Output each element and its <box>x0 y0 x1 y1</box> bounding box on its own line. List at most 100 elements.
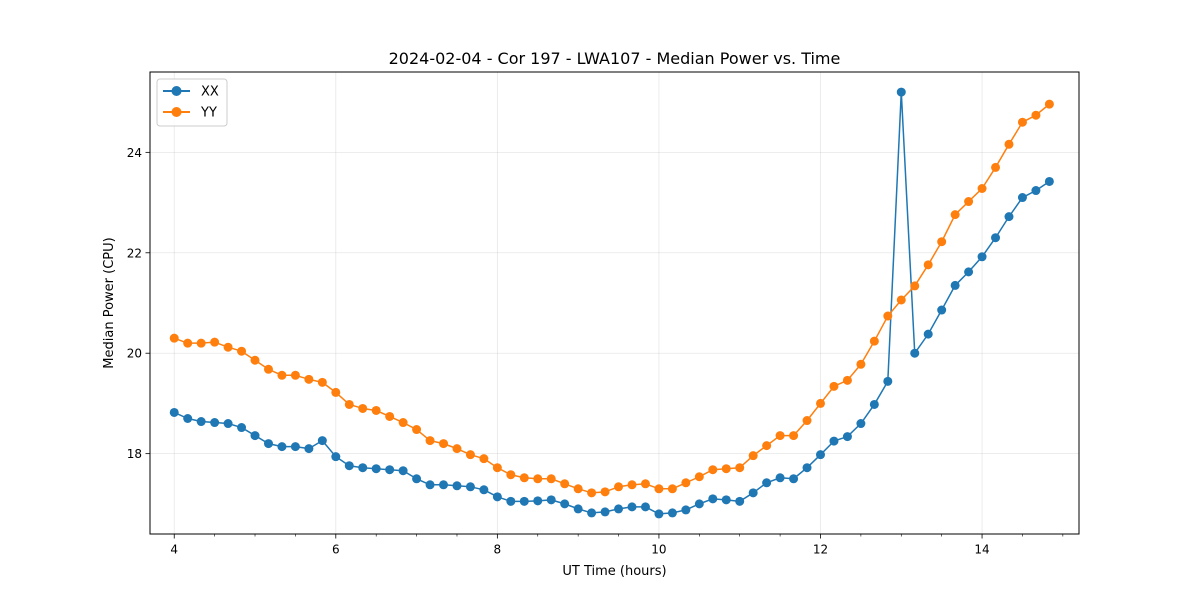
data-point-yy <box>587 488 597 498</box>
data-point-yy <box>991 162 1001 172</box>
data-point-xx <box>371 464 381 474</box>
data-point-yy <box>1031 110 1041 120</box>
data-point-yy <box>735 463 745 473</box>
data-point-yy <box>694 472 704 482</box>
data-point-xx <box>533 496 543 506</box>
y-axis-label: Median Power (CPU) <box>102 237 117 368</box>
x-tick-label: 12 <box>813 543 828 557</box>
data-point-yy <box>331 387 341 397</box>
data-point-yy <box>802 416 812 426</box>
data-point-yy <box>385 411 395 421</box>
data-point-yy <box>1017 117 1027 127</box>
data-point-xx <box>856 419 866 429</box>
data-point-xx <box>358 463 368 473</box>
data-point-yy <box>829 381 839 391</box>
data-point-yy <box>290 370 300 380</box>
chart-title: 2024-02-04 - Cor 197 - LWA107 - Median P… <box>389 49 841 68</box>
legend-marker-xx <box>171 86 182 96</box>
data-point-xx <box>923 329 933 339</box>
data-point-xx <box>573 504 583 514</box>
data-point-xx <box>694 499 704 509</box>
data-point-xx <box>748 488 758 498</box>
data-point-yy <box>789 431 799 441</box>
data-point-xx <box>627 502 637 512</box>
data-point-yy <box>627 480 637 490</box>
data-point-xx <box>802 463 812 473</box>
data-point-yy <box>748 451 758 461</box>
data-point-xx <box>519 496 529 506</box>
data-point-yy <box>223 342 233 352</box>
data-point-xx <box>344 461 354 471</box>
legend-label-yy: YY <box>200 106 217 121</box>
data-point-yy <box>816 398 825 408</box>
data-point-xx <box>991 233 1001 243</box>
data-point-xx <box>210 418 220 428</box>
y-tick-label: 22 <box>127 246 142 260</box>
data-point-xx <box>883 376 893 386</box>
data-point-yy <box>640 479 650 489</box>
data-point-xx <box>789 474 799 484</box>
data-point-yy <box>721 464 731 474</box>
legend-label-xx: XX <box>201 85 219 100</box>
data-point-yy <box>237 346 247 356</box>
data-point-yy <box>681 478 691 488</box>
data-point-yy <box>183 338 193 348</box>
data-point-xx <box>775 473 785 483</box>
data-point-yy <box>506 470 516 480</box>
data-point-xx <box>290 442 300 452</box>
data-point-yy <box>452 444 462 454</box>
data-point-yy <box>762 441 772 451</box>
data-point-yy <box>910 281 920 291</box>
data-point-yy <box>883 311 893 321</box>
data-point-yy <box>546 474 556 484</box>
data-point-yy <box>560 479 570 489</box>
grid <box>150 72 1079 534</box>
data-point-yy <box>842 375 852 385</box>
data-point-yy <box>614 482 624 492</box>
legend-marker-yy <box>171 107 182 117</box>
data-point-xx <box>896 87 906 97</box>
data-point-yy <box>533 474 543 484</box>
data-point-xx <box>465 482 475 492</box>
plot-frame <box>149 71 1080 535</box>
data-point-yy <box>654 484 664 494</box>
data-point-yy <box>479 454 489 464</box>
data-point-yy <box>425 436 435 446</box>
x-tick-label: 8 <box>494 543 502 557</box>
data-point-xx <box>667 508 677 518</box>
y-tick-label: 18 <box>127 447 142 461</box>
x-axis-label: UT Time (hours) <box>562 564 666 579</box>
x-tick-label: 4 <box>170 543 178 557</box>
data-point-xx <box>317 436 327 446</box>
data-point-yy <box>250 355 260 365</box>
data-point-yy <box>465 450 475 460</box>
data-point-xx <box>439 480 449 490</box>
data-point-xx <box>304 444 314 454</box>
data-point-xx <box>412 474 422 484</box>
data-point-yy <box>573 484 583 494</box>
data-point-yy <box>856 359 866 369</box>
data-point-xx <box>977 252 987 262</box>
data-point-yy <box>439 439 449 449</box>
data-point-yy <box>964 197 974 207</box>
data-point-yy <box>196 338 206 348</box>
data-point-xx <box>869 399 879 409</box>
data-point-xx <box>250 431 260 441</box>
data-point-xx <box>681 505 691 515</box>
data-point-xx <box>829 436 839 446</box>
data-point-xx <box>654 509 664 519</box>
data-point-yy <box>371 405 381 415</box>
y-tick-label: 20 <box>127 347 142 361</box>
data-point-xx <box>614 504 624 514</box>
data-point-xx <box>492 492 502 502</box>
data-point-yy <box>344 399 354 409</box>
data-point-xx <box>385 465 395 475</box>
data-point-xx <box>425 480 435 490</box>
data-point-yy <box>263 364 273 374</box>
x-tick-label: 10 <box>651 543 666 557</box>
data-point-xx <box>169 407 179 417</box>
data-point-xx <box>910 348 920 358</box>
data-point-yy <box>398 418 408 428</box>
data-point-xx <box>816 450 825 460</box>
